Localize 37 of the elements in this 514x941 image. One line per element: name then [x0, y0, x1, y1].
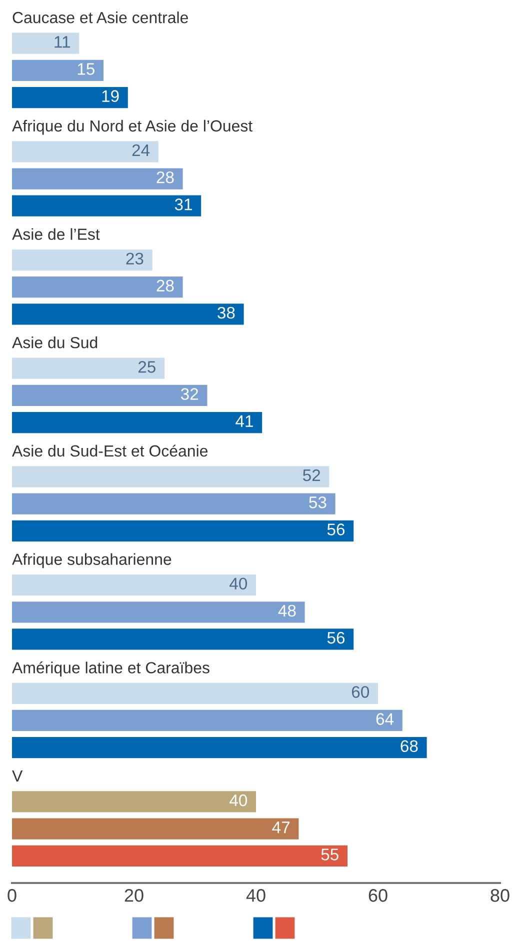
data-label: 52	[302, 469, 320, 482]
data-label: 56	[327, 524, 345, 536]
data-label: 55	[321, 848, 338, 860]
data-label: 56	[327, 632, 345, 644]
y-tick-label: Afrique subsaharienne	[12, 553, 172, 568]
data-label: 47	[272, 822, 290, 834]
data-label: 32	[180, 388, 198, 400]
y-tick-label: Caucase et Asie centrale	[12, 12, 188, 24]
x-tick-label: 40	[246, 889, 266, 902]
data-label: 40	[230, 578, 248, 590]
data-label: 19	[102, 90, 119, 102]
data-label: 25	[138, 361, 156, 373]
y-tick-label: V	[12, 770, 23, 782]
data-label: 48	[278, 604, 296, 617]
data-label: 64	[376, 713, 394, 725]
data-label: 23	[126, 252, 144, 264]
y-tick-label: Afrique du Nord et Asie de l’Ouest	[12, 120, 252, 135]
data-label: 68	[400, 740, 418, 752]
data-label: 38	[218, 306, 235, 319]
x-tick-label: 80	[490, 889, 510, 902]
data-label: 40	[230, 794, 248, 806]
data-label: 31	[174, 198, 192, 210]
y-tick-label: Asie de l’Est	[12, 228, 100, 240]
x-tick-label: 0	[8, 889, 16, 902]
data-label: 28	[156, 171, 174, 184]
y-tick-label: Asie du Sud-Est et Océanie	[12, 444, 208, 457]
data-label: 28	[156, 280, 174, 292]
y-tick-label: Amérique latine et Caraïbes	[12, 661, 210, 677]
x-tick-label: 60	[368, 889, 388, 902]
data-label: 41	[236, 415, 253, 427]
data-label: 11	[54, 36, 70, 48]
data-label: 24	[132, 144, 150, 156]
y-tick-label: Asie du Sud	[12, 336, 98, 348]
data-label: 53	[309, 496, 326, 508]
x-tick-label: 20	[124, 889, 144, 902]
data-label: 15	[78, 63, 94, 75]
data-label: 60	[352, 686, 370, 698]
